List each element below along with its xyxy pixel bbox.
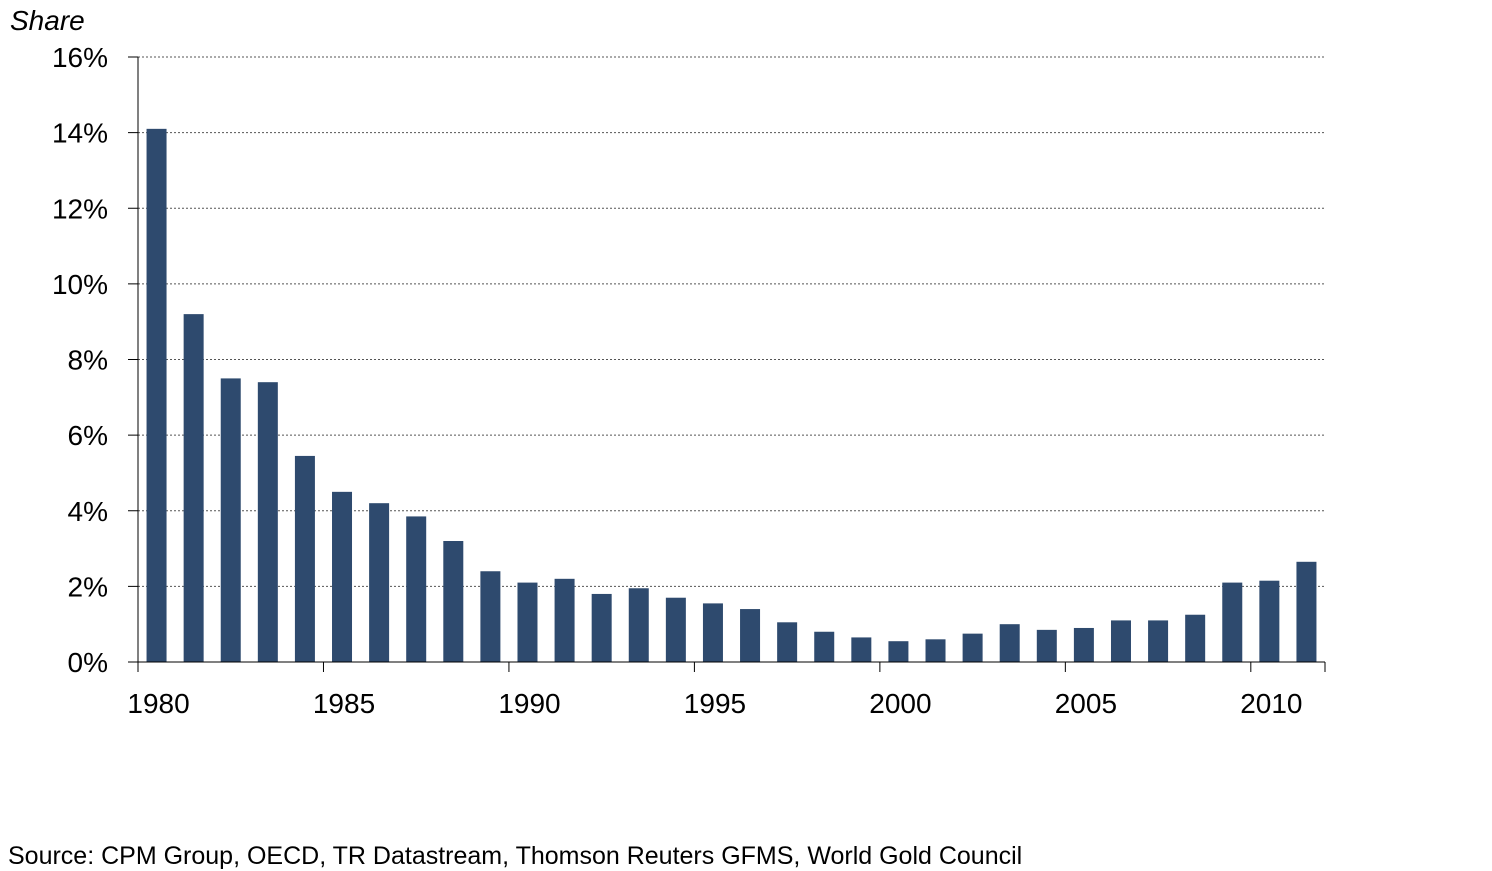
y-tick-label: 6% <box>68 420 108 451</box>
bar-1992 <box>591 593 612 662</box>
y-tick-label: 16% <box>52 42 108 73</box>
y-axis-title: Share <box>10 5 85 36</box>
bar-2004 <box>1036 629 1057 662</box>
bar-1986 <box>369 503 390 662</box>
bar-1997 <box>777 622 798 662</box>
bar-2002 <box>962 633 983 662</box>
y-tick-label: 8% <box>68 345 108 376</box>
bar-2001 <box>925 639 946 662</box>
bar-1991 <box>554 578 575 662</box>
bar-1990 <box>517 582 538 662</box>
bar-2000 <box>888 641 909 662</box>
y-tick-label: 14% <box>52 118 108 149</box>
y-tick-label: 10% <box>52 269 108 300</box>
bar-2003 <box>999 624 1020 662</box>
bar-1993 <box>628 588 649 662</box>
y-tick-label: 2% <box>68 571 108 602</box>
y-tick-label: 0% <box>68 647 108 678</box>
bar-1989 <box>480 571 501 662</box>
bar-2007 <box>1148 620 1169 662</box>
bar-1981 <box>183 314 204 662</box>
axes <box>128 56 1326 672</box>
bar-1999 <box>851 637 872 662</box>
bar-2005 <box>1073 627 1094 662</box>
bars <box>146 128 1317 662</box>
bar-2009 <box>1222 582 1243 662</box>
bar-1994 <box>665 597 686 662</box>
bar-1984 <box>294 455 315 662</box>
x-tick-labels: 1980 1985 1990 1995 2000 2005 2010 <box>127 688 1302 719</box>
bar-1995 <box>702 603 723 662</box>
bar-1988 <box>443 541 464 662</box>
x-tick-label: 1980 <box>127 688 189 719</box>
bar-1980 <box>146 128 167 662</box>
bar-1983 <box>257 382 278 662</box>
bar-1985 <box>332 491 353 662</box>
x-tick-label: 1990 <box>498 688 560 719</box>
source-note: Source: CPM Group, OECD, TR Datastream, … <box>8 842 1023 870</box>
bar-2006 <box>1110 620 1131 662</box>
x-tick-label: 2005 <box>1055 688 1117 719</box>
bar-1996 <box>740 609 761 662</box>
bar-1982 <box>220 378 241 662</box>
x-tick-label: 2000 <box>869 688 931 719</box>
bar-2011 <box>1296 561 1317 662</box>
bar-2010 <box>1259 580 1280 662</box>
x-tick-label: 1995 <box>684 688 746 719</box>
bar-2008 <box>1185 614 1206 662</box>
x-tick-label: 2010 <box>1240 688 1302 719</box>
y-tick-label: 12% <box>52 193 108 224</box>
y-tick-labels: 0% 2% 4% 6% 8% 10% 12% 14% 16% <box>52 42 108 678</box>
bar-1987 <box>406 516 427 662</box>
bar-1998 <box>814 631 835 662</box>
y-tick-label: 4% <box>68 496 108 527</box>
gridlines <box>138 56 1325 587</box>
x-tick-label: 1985 <box>313 688 375 719</box>
